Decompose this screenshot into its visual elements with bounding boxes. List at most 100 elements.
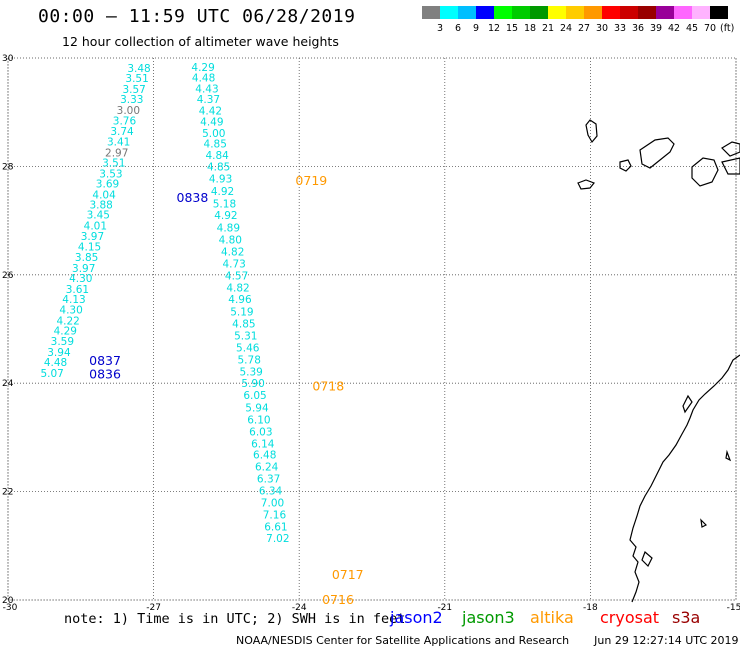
legend-swatch: [494, 6, 512, 19]
wave-height-point: 6.24: [255, 462, 279, 474]
wave-height-point: 3.41: [107, 136, 130, 148]
pass-time-label: 0838: [177, 190, 209, 205]
x-tick-label: -30: [3, 603, 18, 613]
credit-text: NOAA/NESDIS Center for Satellite Applica…: [236, 634, 570, 647]
island-la-palma: [585, 119, 598, 144]
pass-time-label: 0716: [322, 592, 354, 607]
wave-height-point: 4.13: [62, 294, 85, 306]
wave-height-point: 7.16: [263, 509, 287, 521]
axis-ticks: -30 -27 -24 -21 -18 -15 20 22 24 26 28 30: [2, 54, 740, 613]
legend-label: 3: [436, 23, 444, 34]
satellite-jason3: jason3: [462, 608, 515, 627]
coast-bay: [641, 550, 653, 568]
legend-label: 9: [472, 23, 480, 34]
credit-line: NOAA/NESDIS Center for Satellite Applica…: [236, 634, 739, 647]
wave-height-point: 3.69: [96, 179, 119, 191]
island-lanzarote: [721, 141, 740, 157]
legend-label: 45: [685, 23, 699, 34]
wave-height-point: 5.46: [236, 342, 260, 354]
island-gomera: [619, 159, 632, 172]
wave-height-point: 4.22: [56, 315, 79, 327]
legend-swatch: [530, 6, 548, 19]
legend-label: 12: [487, 23, 501, 34]
legend-label: 33: [613, 23, 627, 34]
wave-height-point: 4.84: [205, 150, 229, 162]
wave-height-point: 4.96: [228, 294, 252, 306]
wave-height-point: 7.02: [266, 533, 289, 545]
legend-swatch: [674, 6, 692, 19]
island-fuerteventura: [721, 157, 740, 175]
y-tick-label: 22: [2, 488, 13, 498]
legend-swatch: [620, 6, 638, 19]
wave-height-point: 4.48: [192, 73, 215, 85]
wave-height-point: 2.97: [105, 147, 128, 159]
wave-height-point: 4.85: [207, 161, 230, 173]
wave-height-point: 3.53: [99, 168, 122, 180]
legend-label: 24: [559, 23, 573, 34]
wave-height-point: 4.49: [200, 116, 223, 128]
wave-height-point: 4.30: [69, 273, 92, 285]
wave-height-point: 3.97: [72, 263, 95, 275]
wave-height-point: 3.48: [127, 63, 150, 75]
legend-label: 21: [541, 23, 555, 34]
wave-height-point: 6.10: [247, 415, 270, 427]
legend-label: 27: [577, 23, 591, 34]
wave-height-point: 3.76: [113, 115, 137, 127]
legend-label: 36: [631, 23, 645, 34]
wave-height-point: 5.39: [239, 366, 262, 378]
wave-height-point: 6.48: [253, 450, 276, 462]
wave-height-point: 3.74: [110, 126, 134, 138]
coast-inlet: [682, 394, 693, 414]
legend-unit: (ft): [720, 23, 735, 34]
wave-height-point: 4.37: [197, 94, 220, 106]
legend-swatch: [602, 6, 620, 19]
legend-swatch: [692, 6, 710, 19]
wave-height-point: 3.94: [47, 347, 71, 359]
satellite-cryosat: cryosat: [600, 608, 660, 627]
wave-height-point: 3.57: [122, 84, 145, 96]
pass-time-label: 0836: [89, 366, 121, 381]
wave-height-point: 6.34: [259, 486, 283, 498]
wave-height-point: 3.51: [125, 73, 148, 85]
western-sahara-border: [725, 449, 732, 462]
legend-swatch: [710, 6, 728, 19]
wave-height-point: 5.90: [241, 378, 264, 390]
wave-height-point: 5.18: [213, 198, 236, 210]
wave-height-point: 3.00: [117, 105, 140, 117]
grid: [7, 57, 737, 601]
satellite-altika: altika: [530, 608, 574, 627]
wave-height-point: 5.00: [202, 128, 225, 140]
wave-height-point: 3.85: [75, 252, 98, 264]
island-hierro: [577, 179, 595, 190]
legend-label: 18: [523, 23, 537, 34]
wave-height-point: 4.42: [199, 106, 222, 118]
wave-height-point: 4.85: [232, 319, 255, 331]
footer-note: note: 1) Time is in UTC; 2) SWH is in fe…: [64, 611, 406, 627]
legend-swatch: [512, 6, 530, 19]
wave-height-point: 3.88: [89, 199, 112, 211]
coastline: [577, 119, 740, 603]
satellite-jason2: jason2: [390, 608, 443, 627]
chart-subtitle: 12 hour collection of altimeter wave hei…: [62, 34, 339, 49]
wave-height-point: 4.30: [59, 304, 82, 316]
y-tick-label: 28: [2, 162, 14, 172]
x-tick-label: -18: [583, 603, 598, 613]
generated-timestamp: Jun 29 12:27:14 UTC 2019: [594, 634, 739, 647]
wave-height-point: 3.45: [87, 210, 110, 222]
x-tick-label: -15: [727, 603, 740, 613]
legend-label: 30: [595, 23, 609, 34]
wave-height-point: 4.29: [54, 326, 77, 338]
pass-time-label: 0718: [312, 378, 344, 393]
coast-detail: [700, 518, 708, 528]
wave-height-point: 4.85: [204, 139, 227, 151]
y-tick-label: 26: [2, 271, 14, 281]
island-gran-canaria: [691, 157, 719, 187]
x-tick-label: -24: [292, 603, 307, 613]
pass-time-label: 0717: [332, 567, 364, 582]
wave-height-point: 5.31: [234, 331, 257, 343]
wave-height-point: 5.78: [238, 354, 261, 366]
pass-time-label: 0837: [89, 353, 121, 368]
wave-height-point: 4.89: [217, 223, 240, 235]
legend-label: 70: [703, 23, 717, 34]
legend-label: 15: [505, 23, 519, 34]
